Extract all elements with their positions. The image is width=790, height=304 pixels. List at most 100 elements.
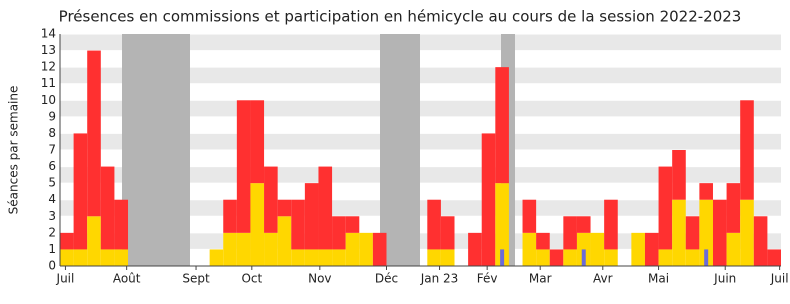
bar — [481, 133, 496, 266]
bar — [549, 249, 564, 266]
bar — [536, 249, 550, 266]
bar — [264, 166, 278, 233]
bar — [699, 183, 713, 200]
x-tick-label: Mai — [648, 272, 669, 286]
bar — [60, 249, 74, 266]
x-tick-label: Déc — [375, 272, 398, 286]
bar — [87, 216, 101, 266]
bar — [685, 249, 700, 266]
bar — [427, 249, 441, 266]
y-tick-label: 7 — [48, 143, 56, 157]
bar — [114, 199, 129, 250]
bar — [250, 100, 265, 184]
bar — [522, 232, 537, 266]
y-tick-label: 9 — [48, 109, 56, 123]
bar — [223, 199, 237, 233]
bar — [522, 199, 537, 233]
y-axis-label: Séances par semaine — [7, 86, 21, 215]
bar — [590, 232, 605, 266]
bar — [345, 232, 360, 266]
x-tick-label: Jan 23 — [420, 272, 459, 286]
x-tick-label: Juin — [713, 272, 736, 286]
chart-title: Présences en commissions et participatio… — [59, 8, 742, 26]
bar — [495, 183, 509, 266]
bar — [427, 199, 441, 250]
bar — [304, 249, 319, 266]
bar — [740, 199, 754, 266]
bar — [87, 50, 101, 217]
bar — [753, 216, 768, 266]
y-tick-label: 8 — [48, 126, 56, 140]
bar — [563, 249, 577, 266]
bar — [576, 216, 591, 233]
x-tick-label: Juil — [770, 272, 789, 286]
bar — [372, 232, 387, 266]
y-tick-label: 5 — [48, 176, 56, 190]
x-tick-label: Nov — [308, 272, 331, 286]
y-tick-label: 10 — [41, 93, 56, 107]
bar — [277, 199, 292, 217]
bar — [604, 249, 618, 266]
bar — [704, 249, 709, 266]
bar — [500, 249, 505, 266]
bar — [318, 249, 333, 266]
bar — [740, 100, 754, 200]
bar — [100, 249, 115, 266]
y-tick-label: 2 — [48, 225, 56, 239]
bar — [440, 216, 455, 250]
bar — [767, 249, 781, 266]
y-tick-label: 6 — [48, 159, 56, 173]
y-tick-label: 0 — [48, 259, 56, 273]
x-tick-label: Avr — [593, 272, 613, 286]
bar — [236, 232, 251, 266]
bar — [658, 249, 673, 266]
bar — [581, 249, 586, 266]
bar — [644, 232, 659, 266]
vacation — [380, 34, 420, 266]
bar — [332, 249, 346, 266]
bar — [345, 216, 360, 233]
y-tick-label: 12 — [41, 60, 56, 74]
y-tick-label: 4 — [48, 192, 56, 206]
vacation-bands — [122, 34, 515, 266]
bar — [60, 232, 74, 250]
bar — [318, 166, 333, 250]
bar — [236, 100, 251, 233]
bar — [685, 216, 700, 250]
y-tick-label: 11 — [41, 76, 56, 90]
y-tick-label: 1 — [48, 242, 56, 256]
bar — [468, 232, 482, 266]
grid-band — [60, 67, 781, 84]
x-tick-label: Sept — [182, 272, 210, 286]
vacation — [122, 34, 190, 266]
bar — [209, 249, 224, 266]
x-tick-label: Oct — [241, 272, 262, 286]
bar — [726, 232, 741, 266]
bar — [672, 150, 686, 200]
grid-band — [60, 34, 781, 51]
bar — [100, 166, 115, 250]
bar — [304, 183, 319, 250]
y-tick-label: 13 — [41, 43, 56, 57]
bar — [291, 199, 305, 250]
bar — [73, 133, 88, 250]
bar — [604, 199, 618, 250]
bar — [658, 166, 673, 250]
y-tick-label: 14 — [41, 27, 56, 41]
x-tick-label: Août — [113, 272, 141, 286]
bar — [291, 249, 305, 266]
bar — [223, 232, 237, 266]
x-tick-label: Fév — [477, 272, 498, 286]
bar — [672, 199, 686, 266]
x-tick-label: Juil — [56, 272, 75, 286]
bar — [73, 249, 88, 266]
bar — [536, 232, 550, 250]
x-tick-label: Mar — [529, 272, 552, 286]
y-tick-label: 3 — [48, 209, 56, 223]
bar — [440, 249, 455, 266]
bar — [699, 199, 713, 266]
bar — [277, 216, 292, 266]
bar — [631, 232, 645, 266]
bar — [250, 183, 265, 266]
